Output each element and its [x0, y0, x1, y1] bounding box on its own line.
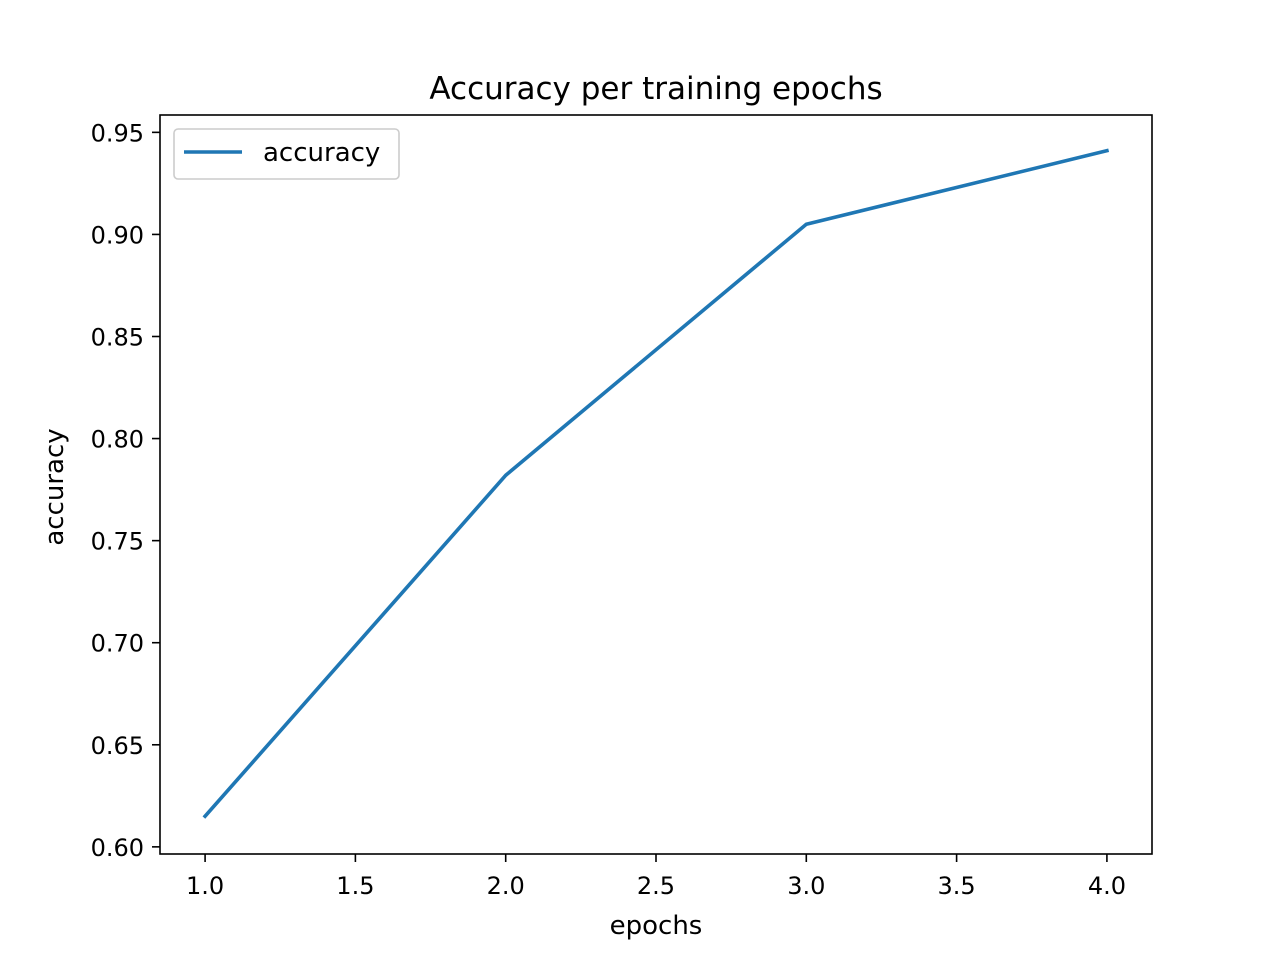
axes-frame [159, 114, 1153, 855]
y-tick-label: 0.80 [91, 426, 144, 454]
x-tick-label: 1.0 [186, 872, 224, 900]
x-axis-label: epochs [610, 911, 703, 941]
y-axis-label: accuracy [40, 428, 70, 545]
y-tick-label: 0.90 [91, 221, 144, 249]
x-tick-label: 3.5 [938, 872, 976, 900]
series-line-accuracy [202, 148, 1110, 819]
y-tick-label: 0.75 [91, 528, 144, 556]
legend-label-accuracy: accuracy [263, 138, 380, 168]
plot-area [160, 115, 1152, 854]
axes-background [160, 115, 1152, 854]
x-tick-label: 4.0 [1088, 872, 1126, 900]
y-axis-ticks: 0.60 0.65 0.70 0.75 0.80 0.85 0.90 0.95 [91, 119, 160, 862]
legend: accuracy [173, 128, 400, 180]
x-tick-label: 1.5 [336, 872, 374, 900]
x-tick-label: 2.0 [487, 872, 525, 900]
legend-box [173, 128, 400, 180]
y-tick-label: 0.60 [91, 834, 144, 862]
y-tick-label: 0.65 [91, 732, 144, 760]
y-tick-label: 0.70 [91, 630, 144, 658]
chart-title: Accuracy per training epochs [429, 71, 882, 107]
series-layer [202, 148, 1110, 819]
x-tick-label: 3.0 [787, 872, 825, 900]
y-tick-label: 0.85 [91, 323, 144, 351]
x-axis-ticks: 1.0 1.5 2.0 2.5 3.0 3.5 4.0 [186, 854, 1126, 900]
y-tick-label: 0.95 [91, 119, 144, 147]
x-tick-label: 2.5 [637, 872, 675, 900]
